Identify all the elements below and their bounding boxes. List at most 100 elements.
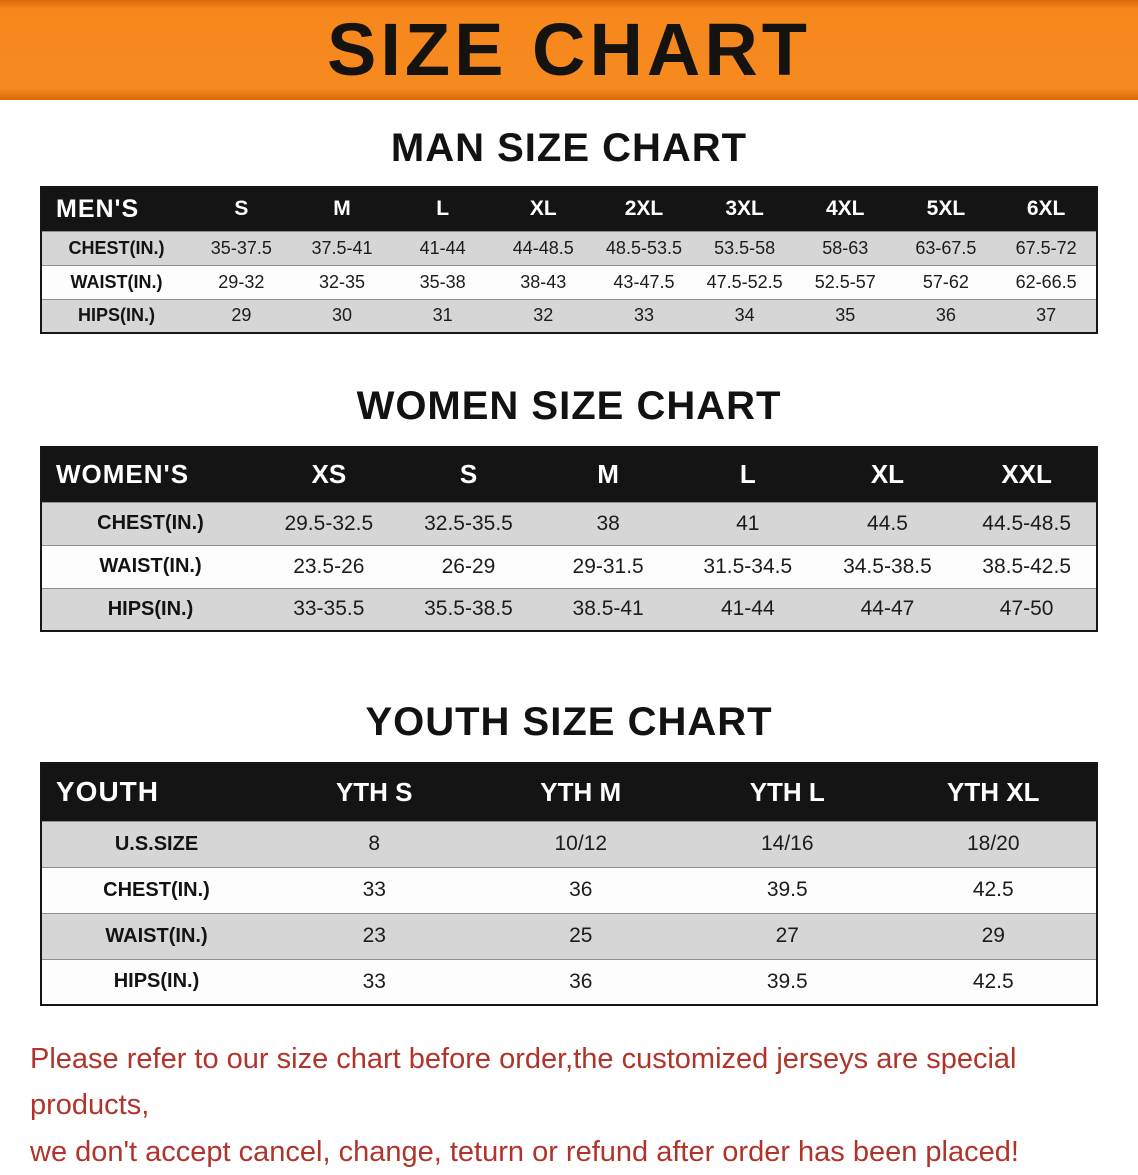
table-cell: 23 <box>362 924 386 947</box>
table-cell: 36 <box>935 305 956 326</box>
table-row: WAIST(IN.) 23 25 27 29 <box>41 913 1097 959</box>
table-cell: 25 <box>569 924 593 947</box>
table-cell: 53.5-58 <box>714 237 776 258</box>
column-header: L <box>677 447 818 502</box>
women-section-heading: WOMEN SIZE CHART <box>356 384 782 428</box>
table-group-label: WOMEN'S <box>41 447 259 502</box>
table-row: CHEST(IN.) 33 36 39.5 42.5 <box>41 867 1097 913</box>
column-header: YTH S <box>271 763 478 821</box>
table-cell: 63-67.5 <box>915 237 977 258</box>
table-group-label: YOUTH <box>41 763 271 821</box>
table-cell: 33 <box>633 305 654 326</box>
table-cell: 34 <box>734 305 755 326</box>
table-cell: 18/20 <box>966 832 1020 855</box>
row-label: WAIST(IN.) <box>70 271 163 292</box>
column-header: M <box>538 447 678 502</box>
table-row: HIPS(IN.) 29 30 31 32 33 34 35 36 37 <box>41 299 1097 333</box>
table-cell: 14/16 <box>760 832 814 855</box>
column-header: XL <box>817 447 958 502</box>
table-cell: 29 <box>231 305 252 326</box>
table-cell: 37.5-41 <box>311 237 373 258</box>
table-row: WAIST(IN.) 29-32 32-35 35-38 38-43 43-47.5 47.… <box>41 265 1097 299</box>
table-cell: 41 <box>736 511 760 535</box>
table-cell: 35-37.5 <box>210 237 272 258</box>
youth-size-chart-section: YOUTH SIZE CHART YOUTH YTH S YTH M YTH L YTH… <box>0 702 1138 1006</box>
row-label: CHEST(IN.) <box>97 512 204 534</box>
table-cell: 41-44 <box>720 597 775 621</box>
table-cell: 38.5-42.5 <box>982 554 1072 578</box>
table-row: WAIST(IN.) 23.5-26 26-29 29-31.5 31.5-34.5 34… <box>41 545 1097 588</box>
table-row: HIPS(IN.) 33 36 39.5 42.5 <box>41 959 1097 1005</box>
table-cell: 42.5 <box>972 969 1014 993</box>
table-header-row: MEN'S S M L XL 2XL 3XL 4XL 5XL 6XL <box>41 187 1097 231</box>
table-cell: 31 <box>432 305 453 326</box>
size-chart-banner: SIZE CHART <box>0 0 1138 100</box>
table-cell: 29-31.5 <box>572 554 644 578</box>
column-header: S <box>191 187 292 231</box>
column-header: 2XL <box>593 187 695 231</box>
table-cell: 34.5-38.5 <box>843 554 932 578</box>
row-label: WAIST(IN.) <box>99 555 202 577</box>
table-cell: 36 <box>569 969 593 993</box>
table-group-label: MEN'S <box>41 187 191 231</box>
table-cell: 29 <box>981 924 1005 947</box>
column-header: XS <box>259 447 399 502</box>
column-header: XXL <box>957 447 1097 502</box>
column-header: XL <box>492 187 594 231</box>
table-cell: 41-44 <box>419 237 466 258</box>
column-header: YTH M <box>477 763 684 821</box>
men-size-table: MEN'S S M L XL 2XL 3XL 4XL 5XL 6XL CHEST(IN.) 35-37… <box>40 186 1098 334</box>
table-cell: 57-62 <box>922 271 969 292</box>
table-cell: 44-48.5 <box>512 237 574 258</box>
table-cell: 38.5-41 <box>572 597 644 621</box>
table-cell: 39.5 <box>766 969 808 993</box>
column-header: S <box>398 447 539 502</box>
table-cell: 58-63 <box>822 237 869 258</box>
table-cell: 32.5-35.5 <box>424 511 513 535</box>
table-cell: 39.5 <box>766 878 808 901</box>
row-label: CHEST(IN.) <box>68 237 165 258</box>
table-cell: 44.5-48.5 <box>982 511 1072 535</box>
table-cell: 38-43 <box>520 271 567 292</box>
table-cell: 48.5-53.5 <box>605 237 682 258</box>
row-label: CHEST(IN.) <box>103 878 210 901</box>
table-cell: 42.5 <box>972 878 1014 901</box>
table-cell: 30 <box>331 305 352 326</box>
row-label: U.S.SIZE <box>114 832 199 855</box>
table-row: CHEST(IN.) 29.5-32.5 32.5-35.5 38 41 44.5 44.5… <box>41 502 1097 545</box>
men-size-chart-section: MAN SIZE CHART MEN'S S M L XL 2XL 3XL 4XL 5XL 6XL… <box>0 128 1138 334</box>
table-cell: 35-38 <box>419 271 466 292</box>
row-label: HIPS(IN.) <box>77 305 155 326</box>
table-row: CHEST(IN.) 35-37.5 37.5-41 41-44 44-48.5 48.5… <box>41 231 1097 265</box>
table-cell: 10/12 <box>554 832 608 855</box>
women-size-chart-section: WOMEN SIZE CHART WOMEN'S XS S M L XL XXL CHEST(… <box>0 386 1138 632</box>
table-header-row: WOMEN'S XS S M L XL XXL <box>41 447 1097 502</box>
disclaimer-note: Please refer to our size chart before or… <box>30 1036 1104 1175</box>
table-cell: 37 <box>1036 305 1057 326</box>
disclaimer-line-2: we don't accept cancel, change, teturn o… <box>30 1135 1019 1168</box>
table-cell: 35.5-38.5 <box>424 597 513 621</box>
table-cell: 47-50 <box>999 597 1054 621</box>
column-header: YTH XL <box>890 763 1097 821</box>
women-size-table: WOMEN'S XS S M L XL XXL CHEST(IN.) 29.5-32.5 32.5… <box>40 446 1098 632</box>
table-cell: 43-47.5 <box>613 271 675 292</box>
table-cell: 52.5-57 <box>814 271 876 292</box>
row-label: WAIST(IN.) <box>105 924 208 947</box>
table-cell: 44-47 <box>860 597 915 621</box>
table-cell: 33-35.5 <box>293 597 365 621</box>
size-charts: MAN SIZE CHART MEN'S S M L XL 2XL 3XL 4XL 5XL 6XL… <box>0 128 1138 1175</box>
table-cell: 62-66.5 <box>1015 271 1077 292</box>
youth-size-table: YOUTH YTH S YTH M YTH L YTH XL U.S.SIZE 8 10/12… <box>40 762 1098 1006</box>
table-cell: 32-35 <box>318 271 365 292</box>
column-header: 5XL <box>895 187 997 231</box>
table-cell: 33 <box>362 878 386 901</box>
table-cell: 31.5-34.5 <box>703 554 793 578</box>
table-cell: 29-32 <box>218 271 265 292</box>
disclaimer-line-1: Please refer to our size chart before or… <box>30 1043 1017 1122</box>
banner-title: SIZE CHART <box>327 8 811 91</box>
table-row: U.S.SIZE 8 10/12 14/16 18/20 <box>41 821 1097 867</box>
table-cell: 27 <box>775 924 799 947</box>
column-header: 4XL <box>794 187 896 231</box>
column-header: 3XL <box>694 187 795 231</box>
table-cell: 44.5 <box>867 511 908 535</box>
